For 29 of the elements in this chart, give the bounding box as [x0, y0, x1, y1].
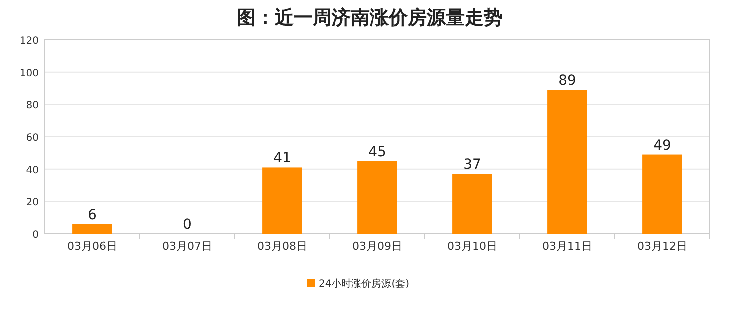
bar	[548, 90, 588, 234]
y-tick-label: 100	[20, 68, 39, 80]
legend-label: 24小时涨价房源(套)	[319, 278, 410, 290]
data-label: 37	[464, 157, 482, 174]
y-tick-label: 0	[32, 230, 39, 241]
y-tick-label: 120	[20, 36, 39, 47]
x-tick-label: 03月06日	[68, 240, 118, 253]
data-label: 89	[558, 73, 576, 90]
data-label: 49	[654, 138, 672, 154]
y-tick-label: 40	[26, 165, 39, 176]
data-label: 6	[88, 207, 98, 224]
x-tick-label: 03月09日	[352, 240, 402, 253]
y-tick-label: 20	[26, 198, 39, 209]
data-label: 45	[368, 144, 386, 160]
data-label: 41	[274, 150, 292, 167]
x-tick-label: 03月12日	[638, 240, 688, 253]
bar	[642, 154, 682, 234]
x-tick-label: 03月08日	[258, 240, 308, 253]
x-tick-label: 03月10日	[448, 240, 498, 253]
bar	[452, 174, 492, 234]
data-label: 0	[183, 217, 192, 233]
bar	[72, 224, 112, 234]
y-tick-label: 80	[26, 100, 39, 112]
bar	[262, 168, 302, 234]
x-tick-label: 03月07日	[162, 240, 212, 253]
bar	[358, 161, 398, 234]
chart-title: 图：近一周济南涨价房源量走势	[237, 7, 503, 29]
y-tick-label: 60	[26, 133, 39, 144]
x-tick-label: 03月11日	[542, 240, 592, 253]
